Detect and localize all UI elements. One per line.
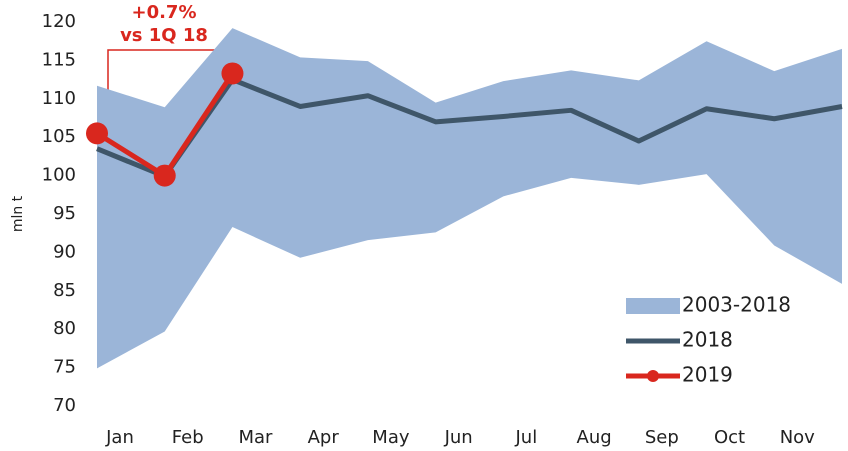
x-tick-label: Feb bbox=[172, 427, 204, 448]
x-tick-label: Jul bbox=[515, 427, 538, 448]
point bbox=[153, 164, 176, 187]
x-tick-label: Nov bbox=[780, 427, 815, 448]
y-tick-label: 85 bbox=[53, 280, 76, 301]
annotation: +0.7% bbox=[131, 2, 196, 23]
y-tick-label: 90 bbox=[53, 241, 76, 262]
annotation: vs 1Q 18 bbox=[120, 25, 208, 46]
legend-swatch bbox=[626, 298, 680, 314]
point bbox=[86, 122, 108, 145]
x-tick-label: Aug bbox=[577, 427, 612, 448]
legend-label: 2018 bbox=[682, 328, 733, 352]
x-tick-label: Jun bbox=[444, 427, 473, 448]
x-tick-label: Sep bbox=[645, 427, 679, 448]
point bbox=[221, 62, 244, 85]
legend-label: 2019 bbox=[682, 363, 733, 387]
legend-marker bbox=[647, 370, 659, 382]
y-tick-label: 105 bbox=[42, 126, 76, 147]
legend-label: 2003-2018 bbox=[682, 293, 791, 317]
y-tick-label: 110 bbox=[42, 88, 76, 109]
range-area bbox=[97, 28, 842, 369]
y-tick-label: 75 bbox=[53, 357, 76, 378]
x-tick-label: Apr bbox=[308, 427, 340, 448]
x-tick-label: Oct bbox=[714, 427, 745, 448]
y-tick-label: 115 bbox=[42, 49, 76, 70]
x-tick-label: Mar bbox=[238, 427, 273, 448]
line bbox=[96, 77, 843, 179]
y-tick-label: 100 bbox=[42, 165, 76, 186]
x-tick-label: Jan bbox=[105, 427, 134, 448]
y-axis-label: mln t bbox=[10, 195, 26, 232]
x-tick-label: May bbox=[372, 427, 410, 448]
y-tick-label: 80 bbox=[53, 318, 76, 339]
y-tick-label: 120 bbox=[42, 11, 76, 32]
y-tick-label: 70 bbox=[53, 395, 76, 416]
y-tick-label: 95 bbox=[53, 203, 76, 224]
